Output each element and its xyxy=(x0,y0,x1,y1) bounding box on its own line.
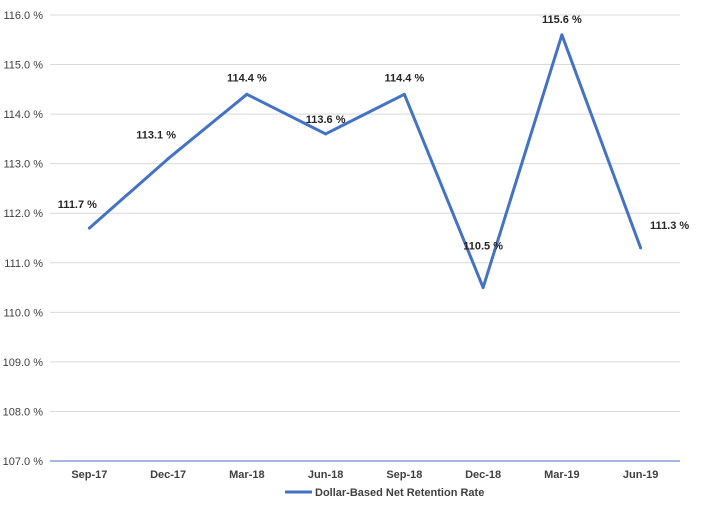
gridlines xyxy=(50,14,680,412)
data-point xyxy=(166,157,170,161)
y-tick-label: 116.0 % xyxy=(3,10,43,22)
data-point xyxy=(324,132,328,136)
data-labels: 111.7 % 113.1 % 114.4 % 113.6 % 114.4 % 110.5… xyxy=(58,14,690,253)
x-tick-label: Jun-18 xyxy=(308,469,343,481)
data-label: 114.4 % xyxy=(384,72,424,84)
data-label: 113.6 % xyxy=(306,114,346,126)
legend-label: Dollar-Based Net Retention Rate xyxy=(315,487,484,499)
x-tick-label: Sep-18 xyxy=(386,469,422,481)
data-label: 113.1 % xyxy=(136,130,176,142)
data-point xyxy=(560,33,564,37)
y-tick-label: 111.0 % xyxy=(4,258,43,270)
series-line xyxy=(88,33,643,290)
data-label: 111.7 % xyxy=(58,199,97,211)
data-point xyxy=(402,92,406,96)
y-tick-label: 112.0 % xyxy=(3,208,43,220)
data-point xyxy=(639,246,643,250)
data-label: 114.4 % xyxy=(227,72,267,84)
y-tick-label: 115.0 % xyxy=(3,60,43,72)
x-tick-label: Dec-17 xyxy=(150,469,186,481)
data-point xyxy=(481,286,485,290)
x-tick-label: Mar-18 xyxy=(229,469,264,481)
x-tick-label: Sep-17 xyxy=(71,469,107,481)
data-point xyxy=(87,226,91,230)
data-label: 115.6 % xyxy=(542,14,582,26)
legend: Dollar-Based Net Retention Rate xyxy=(285,487,484,499)
y-tick-label: 107.0 % xyxy=(3,456,44,468)
x-axis-ticks: Sep-17 Dec-17 Mar-18 Jun-18 Sep-18 Dec-18 Mar-… xyxy=(71,469,658,481)
y-axis-ticks: 107.0 % 108.0 % 109.0 % 110.0 % 111.0 % 112.0… xyxy=(3,10,44,468)
data-label: 110.5 % xyxy=(463,241,503,253)
y-tick-label: 114.0 % xyxy=(3,109,43,121)
y-tick-label: 108.0 % xyxy=(3,406,44,418)
y-tick-label: 109.0 % xyxy=(3,357,44,369)
series-group xyxy=(87,33,643,290)
y-tick-label: 110.0 % xyxy=(3,307,43,319)
x-tick-label: Dec-18 xyxy=(465,469,501,481)
data-point xyxy=(245,92,249,96)
data-label: 111.3 % xyxy=(650,220,689,232)
x-tick-label: Jun-19 xyxy=(623,469,658,481)
x-tick-label: Mar-19 xyxy=(544,469,579,481)
y-tick-label: 113.0 % xyxy=(3,159,43,171)
